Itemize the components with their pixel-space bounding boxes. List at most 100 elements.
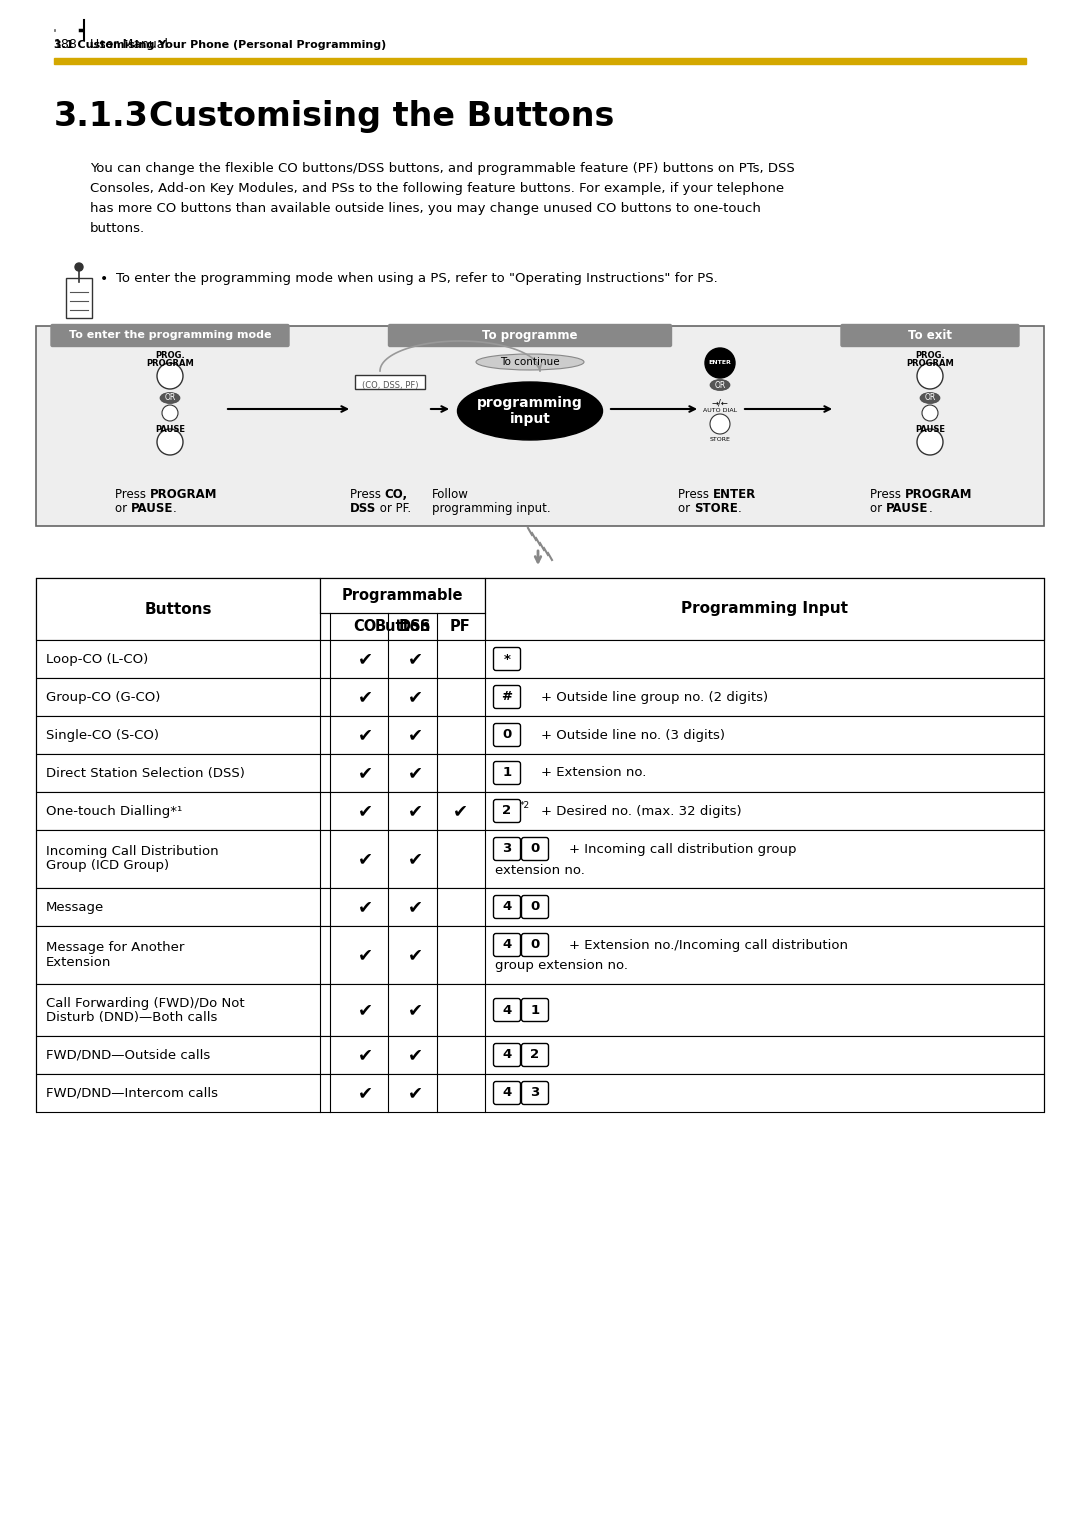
Text: PROGRAM: PROGRAM (146, 359, 194, 368)
Text: →/←: →/← (712, 399, 728, 408)
Text: Single-CO (S-CO): Single-CO (S-CO) (46, 729, 159, 741)
Text: ✔: ✔ (407, 1083, 422, 1102)
Text: ✔: ✔ (407, 946, 422, 964)
Text: Programmable: Programmable (341, 588, 463, 604)
Bar (485, 578, 1044, 640)
Circle shape (917, 429, 943, 455)
Text: PF: PF (449, 619, 471, 634)
Text: 4: 4 (502, 900, 512, 914)
Text: OR: OR (164, 394, 176, 402)
Text: PROGRAM: PROGRAM (150, 487, 217, 501)
Bar (320, 578, 485, 613)
Text: OR: OR (714, 380, 726, 390)
Bar (36, 830, 1044, 888)
FancyBboxPatch shape (494, 761, 521, 784)
Ellipse shape (710, 379, 730, 391)
Circle shape (917, 364, 943, 390)
Text: Customising the Buttons: Customising the Buttons (149, 99, 615, 133)
Text: STORE: STORE (693, 503, 738, 515)
Text: Group-CO (G-CO): Group-CO (G-CO) (46, 691, 160, 703)
Text: ✔: ✔ (407, 850, 422, 868)
Text: 4: 4 (502, 938, 512, 952)
Bar (36, 717, 1044, 753)
Circle shape (157, 429, 183, 455)
Text: Press: Press (678, 487, 713, 501)
Text: Follow: Follow (432, 487, 469, 501)
Text: ✔: ✔ (357, 649, 373, 668)
Text: 4: 4 (502, 1086, 512, 1100)
Text: OR: OR (924, 394, 935, 402)
FancyBboxPatch shape (494, 934, 521, 957)
Text: ✔: ✔ (407, 726, 422, 744)
Text: PROG.: PROG. (156, 351, 185, 361)
Text: 0: 0 (502, 729, 512, 741)
Text: + Extension no.: + Extension no. (541, 767, 646, 779)
Text: FWD/DND—Outside calls: FWD/DND—Outside calls (46, 1048, 211, 1062)
Text: 2: 2 (502, 805, 512, 817)
Text: ✔: ✔ (357, 688, 373, 706)
Text: buttons.: buttons. (90, 222, 145, 235)
Text: 4: 4 (502, 1004, 512, 1016)
Text: FWD/DND—Intercom calls: FWD/DND—Intercom calls (46, 1086, 218, 1100)
Ellipse shape (458, 382, 603, 440)
Text: ✔: ✔ (407, 764, 422, 782)
Text: Incoming Call Distribution: Incoming Call Distribution (46, 845, 218, 859)
Text: Consoles, Add-on Key Modules, and PSs to the following feature buttons. For exam: Consoles, Add-on Key Modules, and PSs to… (90, 182, 784, 196)
Text: Press: Press (114, 487, 150, 501)
Text: 2: 2 (530, 1048, 540, 1062)
Text: + Outside line no. (3 digits): + Outside line no. (3 digits) (541, 729, 725, 741)
Text: Disturb (DND)—Both calls: Disturb (DND)—Both calls (46, 1010, 217, 1024)
Text: ✔: ✔ (357, 1083, 373, 1102)
Text: PAUSE: PAUSE (156, 425, 185, 434)
Text: has more CO buttons than available outside lines, you may change unused CO butto: has more CO buttons than available outsi… (90, 202, 761, 215)
Text: DSS: DSS (399, 619, 431, 634)
Text: or: or (678, 503, 693, 515)
FancyBboxPatch shape (841, 324, 1020, 347)
Text: 188: 188 (54, 38, 78, 50)
Bar (36, 888, 1044, 926)
FancyBboxPatch shape (494, 837, 521, 860)
Text: AUTO DIAL: AUTO DIAL (703, 408, 737, 413)
Ellipse shape (476, 354, 584, 370)
Text: ENTER: ENTER (713, 487, 756, 501)
Text: Buttons: Buttons (145, 602, 212, 616)
Text: 3: 3 (530, 1086, 540, 1100)
Bar (66, 278, 92, 318)
Circle shape (75, 263, 83, 270)
Text: ✔: ✔ (407, 688, 422, 706)
Text: ✔: ✔ (357, 946, 373, 964)
FancyBboxPatch shape (494, 686, 521, 709)
Text: DSS: DSS (350, 503, 376, 515)
Text: PROG.: PROG. (915, 351, 945, 361)
Text: + Extension no./Incoming call distribution: + Extension no./Incoming call distributi… (569, 938, 848, 952)
Text: Button: Button (375, 619, 431, 634)
FancyBboxPatch shape (522, 1082, 549, 1105)
Text: 3.1 Customising Your Phone (Personal Programming): 3.1 Customising Your Phone (Personal Pro… (54, 40, 387, 50)
FancyBboxPatch shape (522, 934, 549, 957)
Text: Loop-CO (L-CO): Loop-CO (L-CO) (46, 652, 148, 666)
Circle shape (710, 414, 730, 434)
Text: 1: 1 (530, 1004, 540, 1016)
Text: You can change the flexible CO buttons/DSS buttons, and programmable feature (PF: You can change the flexible CO buttons/D… (90, 162, 795, 176)
Text: ✔: ✔ (357, 1047, 373, 1063)
Text: ✔: ✔ (407, 898, 422, 915)
Text: To continue: To continue (500, 358, 559, 367)
Circle shape (157, 364, 183, 390)
Bar (54, 58, 1026, 64)
Bar (36, 926, 1044, 984)
Ellipse shape (160, 393, 180, 403)
Text: PROGRAM: PROGRAM (906, 359, 954, 368)
FancyBboxPatch shape (522, 837, 549, 860)
Text: .: . (928, 503, 932, 515)
Text: Message: Message (46, 900, 105, 914)
Text: 0: 0 (530, 842, 540, 856)
FancyBboxPatch shape (494, 648, 521, 671)
Text: 0: 0 (530, 900, 540, 914)
Text: extension no.: extension no. (495, 863, 585, 877)
Bar (36, 753, 1044, 792)
Bar (36, 640, 1044, 678)
Text: To enter the programming mode when using a PS, refer to "Operating Instructions": To enter the programming mode when using… (116, 272, 718, 286)
Text: PAUSE: PAUSE (131, 503, 173, 515)
Text: + Outside line group no. (2 digits): + Outside line group no. (2 digits) (541, 691, 768, 703)
Text: ✔: ✔ (357, 898, 373, 915)
